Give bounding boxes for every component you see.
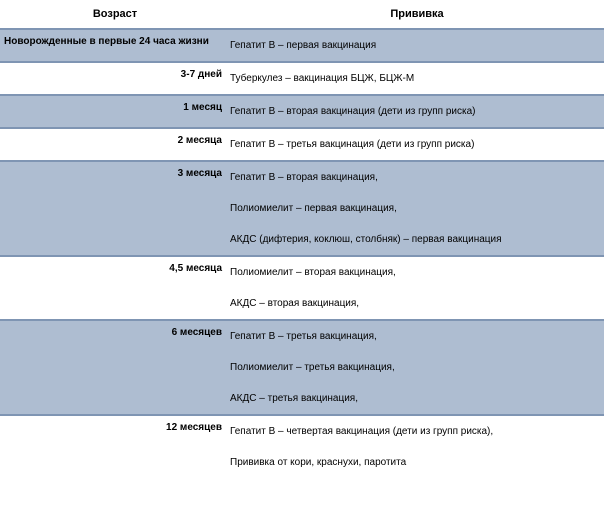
header-age: Возраст <box>0 0 230 28</box>
age-cell: 3-7 дней <box>0 63 230 86</box>
vaccine-cell: Гепатит В – третья вакцинация (дети из г… <box>230 129 604 160</box>
vaccine-line: Полиомиелит – вторая вакцинация, <box>230 263 598 282</box>
table-row: Полиомиелит – первая вакцинация, <box>0 193 604 224</box>
vaccine-line: АКДС (дифтерия, коклюш, столбняк) – перв… <box>230 230 598 249</box>
age-cell: 3 месяца <box>0 162 230 185</box>
table-row: 3 месяцаГепатит В – вторая вакцинация, <box>0 162 604 193</box>
vaccine-cell: Гепатит В – вторая вакцинация, <box>230 162 604 193</box>
table-row: Полиомиелит – третья вакцинация, <box>0 352 604 383</box>
table-row: Прививка от кори, краснухи, паротита <box>0 447 604 478</box>
age-cell: 6 месяцев <box>0 321 230 344</box>
vaccine-line: Гепатит В – третья вакцинация, <box>230 327 598 346</box>
age-cell: 2 месяца <box>0 129 230 152</box>
vaccine-cell: Полиомиелит – вторая вакцинация, <box>230 257 604 288</box>
vaccine-line: Гепатит В – третья вакцинация (дети из г… <box>230 135 598 154</box>
table-row: АКДС – третья вакцинация, <box>0 383 604 414</box>
table-section: 4,5 месяцаПолиомиелит – вторая вакцинаци… <box>0 255 604 319</box>
age-cell: Новорожденные в первые 24 часа жизни <box>0 30 230 53</box>
vaccine-line: АКДС – вторая вакцинация, <box>230 294 598 313</box>
age-cell <box>0 383 230 406</box>
table-section: 2 месяцаГепатит В – третья вакцинация (д… <box>0 127 604 160</box>
table-row: Новорожденные в первые 24 часа жизниГепа… <box>0 30 604 61</box>
vaccine-cell: АКДС – вторая вакцинация, <box>230 288 604 319</box>
age-cell: 12 месяцев <box>0 416 230 439</box>
table-row: 4,5 месяцаПолиомиелит – вторая вакцинаци… <box>0 257 604 288</box>
table-section: Новорожденные в первые 24 часа жизниГепа… <box>0 28 604 61</box>
vaccine-line: Туберкулез – вакцинация БЦЖ, БЦЖ-М <box>230 69 598 88</box>
vaccine-line: Прививка от кори, краснухи, паротита <box>230 453 598 472</box>
vaccine-line: Полиомиелит – первая вакцинация, <box>230 199 598 218</box>
age-cell: 1 месяц <box>0 96 230 119</box>
table-row: 12 месяцевГепатит В – четвертая вакцинац… <box>0 416 604 447</box>
vaccine-line: Гепатит В – четвертая вакцинация (дети и… <box>230 422 598 441</box>
vaccination-schedule-table: Возраст Прививка Новорожденные в первые … <box>0 0 604 478</box>
table-row: 3-7 днейТуберкулез – вакцинация БЦЖ, БЦЖ… <box>0 63 604 94</box>
age-cell <box>0 288 230 311</box>
vaccine-cell: Гепатит В – первая вакцинация <box>230 30 604 61</box>
vaccine-cell: Гепатит В – третья вакцинация, <box>230 321 604 352</box>
table-section: 3-7 днейТуберкулез – вакцинация БЦЖ, БЦЖ… <box>0 61 604 94</box>
vaccine-cell: Гепатит В – вторая вакцинация (дети из г… <box>230 96 604 127</box>
table-section: 6 месяцевГепатит В – третья вакцинация, … <box>0 319 604 414</box>
vaccine-line: Гепатит В – первая вакцинация <box>230 36 598 55</box>
vaccine-line: Гепатит В – вторая вакцинация, <box>230 168 598 187</box>
vaccine-cell: Полиомиелит – первая вакцинация, <box>230 193 604 224</box>
table-section: 12 месяцевГепатит В – четвертая вакцинац… <box>0 414 604 478</box>
vaccine-cell: АКДС – третья вакцинация, <box>230 383 604 414</box>
vaccine-line: Полиомиелит – третья вакцинация, <box>230 358 598 377</box>
table-header-row: Возраст Прививка <box>0 0 604 28</box>
vaccine-cell: Гепатит В – четвертая вакцинация (дети и… <box>230 416 604 447</box>
table-row: АКДС – вторая вакцинация, <box>0 288 604 319</box>
table-row: 2 месяцаГепатит В – третья вакцинация (д… <box>0 129 604 160</box>
age-cell <box>0 352 230 375</box>
age-cell: 4,5 месяца <box>0 257 230 280</box>
vaccine-cell: АКДС (дифтерия, коклюш, столбняк) – перв… <box>230 224 604 255</box>
vaccine-cell: Полиомиелит – третья вакцинация, <box>230 352 604 383</box>
vaccine-line: АКДС – третья вакцинация, <box>230 389 598 408</box>
header-vaccine: Прививка <box>230 0 604 28</box>
vaccine-cell: Туберкулез – вакцинация БЦЖ, БЦЖ-М <box>230 63 604 94</box>
table-row: 6 месяцевГепатит В – третья вакцинация, <box>0 321 604 352</box>
table-section: 3 месяцаГепатит В – вторая вакцинация, П… <box>0 160 604 255</box>
vaccine-cell: Прививка от кори, краснухи, паротита <box>230 447 604 478</box>
age-cell <box>0 193 230 216</box>
age-cell <box>0 224 230 247</box>
table-section: 1 месяцГепатит В – вторая вакцинация (де… <box>0 94 604 127</box>
table-row: АКДС (дифтерия, коклюш, столбняк) – перв… <box>0 224 604 255</box>
table-row: 1 месяцГепатит В – вторая вакцинация (де… <box>0 96 604 127</box>
age-cell <box>0 447 230 470</box>
vaccine-line: Гепатит В – вторая вакцинация (дети из г… <box>230 102 598 121</box>
